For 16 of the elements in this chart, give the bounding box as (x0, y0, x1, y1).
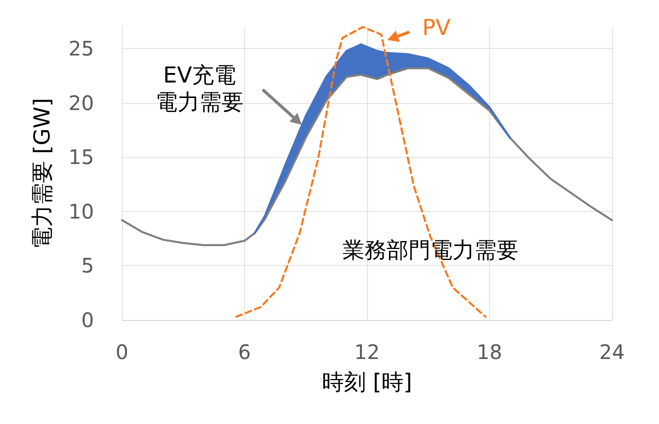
x-tick-label: 24 (599, 340, 625, 364)
y-axis-title: 電力需要 [GW] (30, 98, 56, 249)
annotation: 業務部門電力需要 (342, 238, 518, 264)
y-tick-label: 0 (81, 308, 94, 332)
x-tick-label: 12 (354, 340, 380, 364)
y-tick-label: 10 (68, 199, 94, 224)
y-tick-label: 5 (81, 254, 94, 278)
x-tick-label: 0 (116, 340, 128, 364)
y-tick-label: 20 (68, 90, 94, 115)
annotation: EV充電電力需要 (156, 63, 244, 116)
y-tick-label: 15 (68, 145, 94, 170)
x-axis-title: 時刻 [時] (322, 370, 412, 396)
x-tick-label: 6 (238, 340, 251, 364)
y-tick-label: 25 (68, 36, 94, 61)
annotation: PV (422, 16, 451, 42)
x-tick-label: 18 (476, 340, 502, 364)
